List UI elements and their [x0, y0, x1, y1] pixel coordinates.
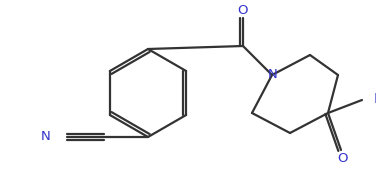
Text: N: N [41, 130, 51, 144]
Text: O: O [338, 152, 348, 164]
Text: NH₂: NH₂ [374, 92, 376, 106]
Text: N: N [268, 67, 278, 81]
Text: O: O [238, 4, 248, 18]
